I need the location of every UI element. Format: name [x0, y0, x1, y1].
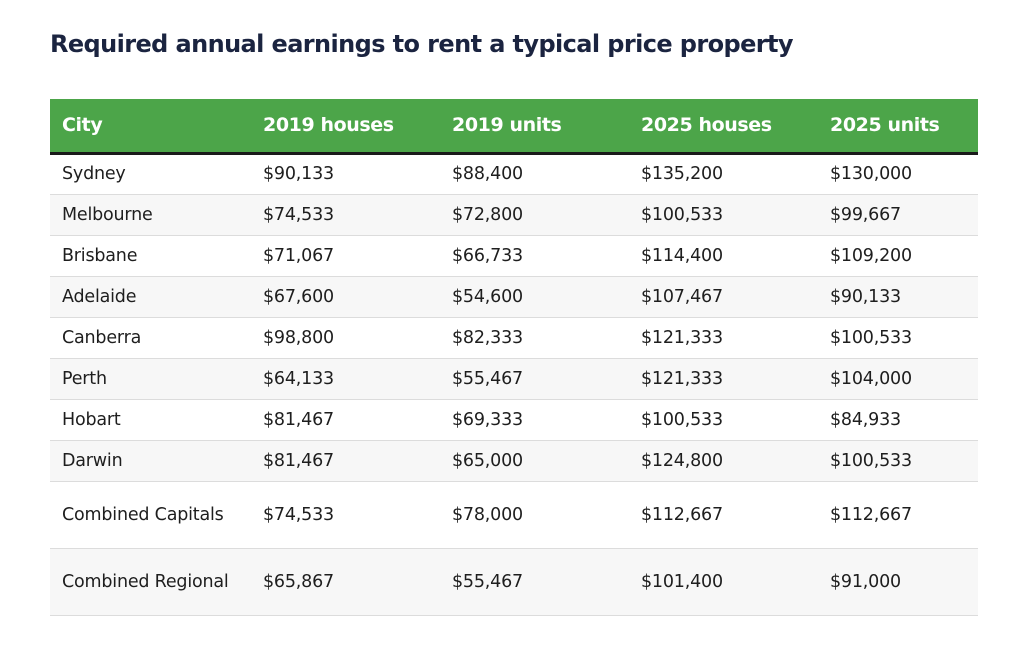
- chart-title: Required annual earnings to rent a typic…: [50, 30, 794, 58]
- cell-value-2019-units: $54,600: [440, 276, 629, 318]
- cell-value-2019-units: $72,800: [440, 194, 629, 236]
- cell-value-2025-units: $99,667: [818, 194, 978, 236]
- cell-value-2025-houses: $112,667: [629, 481, 818, 549]
- table-body: Sydney $90,133 $88,400 $135,200 $130,000 Melb…: [50, 153, 978, 616]
- table-row: Sydney $90,133 $88,400 $135,200 $130,000: [50, 153, 978, 195]
- table-row: Melbourne $74,533 $72,800 $100,533 $99,667: [50, 194, 978, 236]
- cell-value-2019-houses: $90,133: [251, 153, 440, 195]
- cell-value-2025-units: $91,000: [818, 548, 978, 616]
- cell-city: Adelaide: [50, 276, 251, 318]
- column-header-city: City: [50, 99, 251, 155]
- cell-value-2019-units: $69,333: [440, 399, 629, 441]
- table-row: Hobart $81,467 $69,333 $100,533 $84,933: [50, 399, 978, 441]
- table-row: Combined Regional $65,867 $55,467 $101,400 $…: [50, 548, 978, 616]
- table-row: Perth $64,133 $55,467 $121,333 $104,000: [50, 358, 978, 400]
- cell-city: Perth: [50, 358, 251, 400]
- cell-value-2019-houses: $74,533: [251, 481, 440, 549]
- cell-value-2019-units: $55,467: [440, 358, 629, 400]
- cell-value-2019-houses: $81,467: [251, 440, 440, 482]
- cell-value-2025-houses: $101,400: [629, 548, 818, 616]
- cell-value-2019-houses: $81,467: [251, 399, 440, 441]
- cell-city: Hobart: [50, 399, 251, 441]
- cell-value-2019-houses: $67,600: [251, 276, 440, 318]
- cell-value-2025-units: $104,000: [818, 358, 978, 400]
- table-row: Canberra $98,800 $82,333 $121,333 $100,533: [50, 317, 978, 359]
- header-row: City 2019 houses 2019 units 2025 houses …: [50, 99, 978, 155]
- cell-value-2025-houses: $100,533: [629, 194, 818, 236]
- column-header-2019-units: 2019 units: [440, 99, 629, 155]
- cell-value-2019-houses: $71,067: [251, 235, 440, 277]
- cell-value-2019-houses: $64,133: [251, 358, 440, 400]
- cell-city: Sydney: [50, 153, 251, 195]
- cell-value-2019-units: $82,333: [440, 317, 629, 359]
- cell-value-2019-houses: $74,533: [251, 194, 440, 236]
- earnings-table: City 2019 houses 2019 units 2025 houses …: [50, 99, 978, 616]
- cell-value-2025-units: $109,200: [818, 235, 978, 277]
- column-header-2025-houses: 2025 houses: [629, 99, 818, 155]
- table-row: Adelaide $67,600 $54,600 $107,467 $90,133: [50, 276, 978, 318]
- cell-value-2025-houses: $121,333: [629, 358, 818, 400]
- cell-value-2025-houses: $100,533: [629, 399, 818, 441]
- cell-value-2025-houses: $135,200: [629, 153, 818, 195]
- cell-value-2025-units: $100,533: [818, 440, 978, 482]
- cell-value-2019-houses: $98,800: [251, 317, 440, 359]
- cell-value-2019-units: $78,000: [440, 481, 629, 549]
- cell-value-2025-units: $90,133: [818, 276, 978, 318]
- cell-value-2025-units: $130,000: [818, 153, 978, 195]
- cell-value-2025-units: $112,667: [818, 481, 978, 549]
- table-row: Darwin $81,467 $65,000 $124,800 $100,533: [50, 440, 978, 482]
- cell-value-2019-houses: $65,867: [251, 548, 440, 616]
- table-header: City 2019 houses 2019 units 2025 houses …: [50, 99, 978, 155]
- cell-city: Combined Capitals: [50, 481, 251, 549]
- cell-value-2019-units: $65,000: [440, 440, 629, 482]
- cell-value-2025-houses: $124,800: [629, 440, 818, 482]
- cell-value-2025-units: $84,933: [818, 399, 978, 441]
- table-row: Combined Capitals $74,533 $78,000 $112,667 $…: [50, 481, 978, 549]
- cell-value-2025-houses: $114,400: [629, 235, 818, 277]
- cell-city: Melbourne: [50, 194, 251, 236]
- cell-city: Canberra: [50, 317, 251, 359]
- cell-value-2025-units: $100,533: [818, 317, 978, 359]
- cell-value-2019-units: $88,400: [440, 153, 629, 195]
- column-header-2019-houses: 2019 houses: [251, 99, 440, 155]
- cell-city: Combined Regional: [50, 548, 251, 616]
- cell-city: Brisbane: [50, 235, 251, 277]
- table-row: Brisbane $71,067 $66,733 $114,400 $109,200: [50, 235, 978, 277]
- cell-value-2019-units: $55,467: [440, 548, 629, 616]
- column-header-2025-units: 2025 units: [818, 99, 978, 155]
- cell-city: Darwin: [50, 440, 251, 482]
- cell-value-2025-houses: $121,333: [629, 317, 818, 359]
- cell-value-2025-houses: $107,467: [629, 276, 818, 318]
- earnings-table-container: City 2019 houses 2019 units 2025 houses …: [50, 99, 978, 616]
- cell-value-2019-units: $66,733: [440, 235, 629, 277]
